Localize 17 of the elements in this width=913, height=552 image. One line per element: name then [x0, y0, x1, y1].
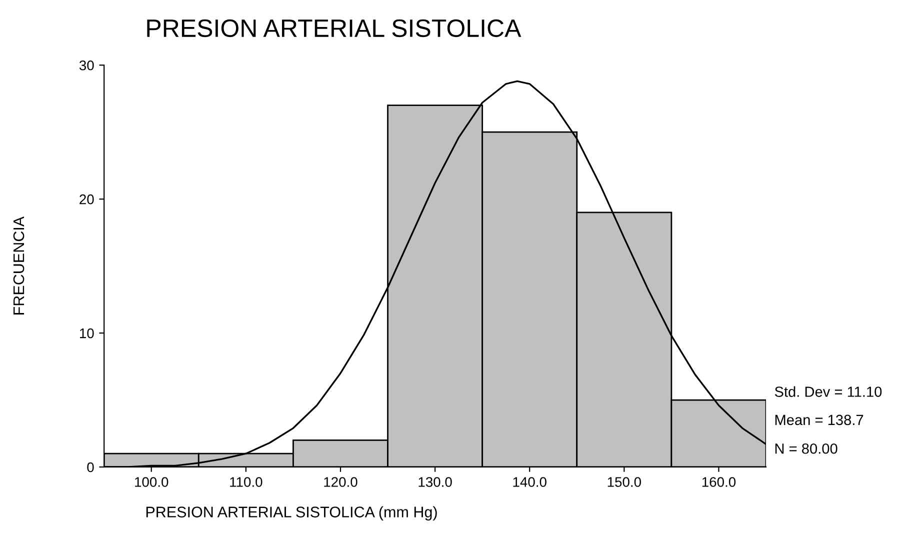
x-tick-label: 100.0 — [135, 477, 168, 487]
chart-title: PRESION ARTERIAL SISTOLICA — [147, 19, 522, 38]
text: Std. Dev = 11.10 — [774, 386, 882, 397]
text: N = 80.00 — [775, 443, 838, 454]
y-tick-label: 20 — [80, 194, 94, 204]
y-tick-label: 30 — [79, 60, 94, 70]
x-tick-label: 140.0 — [513, 477, 546, 487]
y-tick-label: 0 — [87, 462, 94, 472]
x-tick-label: 120.0 — [324, 477, 358, 487]
x-tick-label: 150.0 — [608, 477, 641, 487]
x-tick-label: 110.0 — [230, 477, 262, 487]
x-tick-label: 160.0 — [702, 477, 736, 487]
text: Mean = 138.7 — [775, 414, 864, 426]
y-tick-label: 10 — [80, 328, 94, 338]
y-axis-title: FRECUENCIA — [13, 216, 24, 314]
x-axis-title: PRESION ARTERIAL SISTOLICA (mm Hg) — [146, 506, 437, 520]
x-tick-label: 130.0 — [418, 477, 452, 487]
